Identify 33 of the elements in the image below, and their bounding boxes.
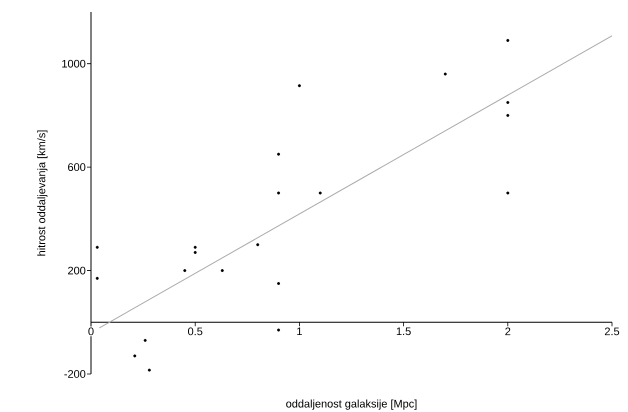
point <box>298 84 301 88</box>
point <box>148 368 151 372</box>
x-axis-title: oddaljenost galaksije [Mpc] <box>286 400 416 410</box>
point <box>220 269 224 272</box>
y-tick-label: 200 <box>68 266 86 274</box>
point <box>133 354 136 358</box>
point <box>96 276 99 280</box>
point <box>183 269 186 272</box>
point <box>194 250 197 254</box>
point <box>144 338 147 342</box>
y-tick-label: -200 <box>64 370 86 378</box>
point <box>256 243 260 246</box>
point <box>194 246 197 249</box>
point <box>506 114 510 117</box>
point <box>277 152 280 156</box>
point <box>506 192 510 194</box>
y-tick-label: 1000 <box>62 60 86 68</box>
x-tick-label: 0 <box>88 327 94 336</box>
x-tick-label: 1.5 <box>396 327 411 336</box>
point <box>277 282 280 285</box>
x-tick-label: 2 <box>505 327 510 336</box>
point <box>506 101 510 104</box>
y-tick-label: 600 <box>68 163 86 172</box>
x-tick-label: 1 <box>297 327 302 336</box>
y-axis-title: hitrost oddaljevanja [km/s] <box>37 130 48 256</box>
point <box>96 246 99 249</box>
x-tick-label: 0.5 <box>188 327 202 336</box>
x-tick-label: 2.5 <box>604 327 620 336</box>
point <box>506 38 510 42</box>
point <box>444 72 447 76</box>
point <box>277 192 280 194</box>
point <box>277 328 280 332</box>
point <box>318 192 322 194</box>
